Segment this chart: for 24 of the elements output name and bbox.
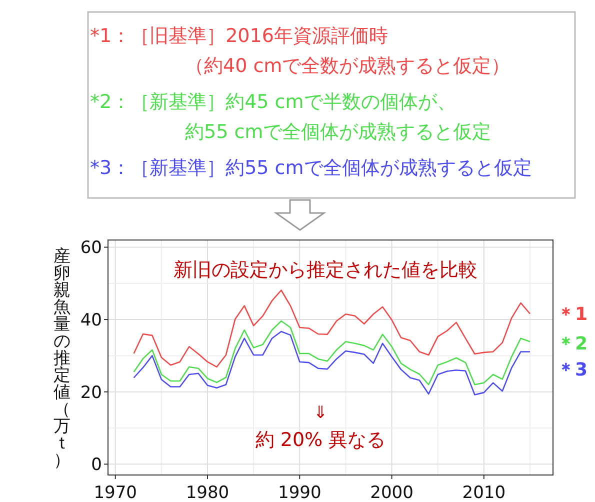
x-tick-label: 2000 (370, 483, 414, 502)
x-tick-label: 2010 (462, 483, 506, 502)
x-tick-label: 1980 (186, 483, 230, 502)
y-tick-label: 60 (80, 238, 102, 258)
text: *2：［新基準］約45 cmで半数の個体が、 (90, 91, 456, 113)
annotation: 新旧の設定から推定された値を比較 (174, 259, 478, 281)
y-tick-label: 0 (91, 455, 102, 476)
annotation: 約 20% 異なる (255, 429, 386, 451)
y-tick-label: 40 (80, 310, 102, 331)
x-tick-label: 1990 (278, 483, 322, 502)
series-label: ＊2 (557, 334, 588, 355)
y-tick-label: 20 (80, 382, 102, 403)
text: *1：［旧基準］2016年資源評価時 (90, 25, 388, 47)
y-axis-title: 産卵親魚量の推定値（万ｔ） (54, 246, 70, 470)
line-series (133, 320, 531, 386)
line-series (133, 330, 531, 396)
x-tick-label: 1970 (94, 483, 138, 502)
line-series (133, 290, 531, 368)
text: 約55 cmで全個体が成熟すると仮定 (185, 121, 492, 143)
text: （約40 cmで全数が成熟すると仮定） (185, 55, 510, 77)
annotation: ⇓ (313, 403, 328, 423)
series-label: ＊3 (557, 360, 588, 381)
text: *3：［新基準］約55 cmで全個体が成熟すると仮定 (90, 157, 532, 179)
series-label: ＊1 (557, 304, 588, 325)
